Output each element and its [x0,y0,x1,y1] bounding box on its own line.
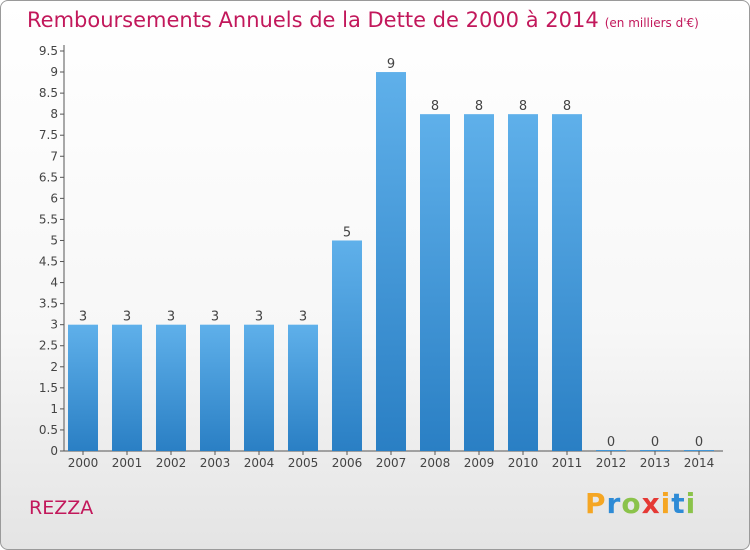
y-tick-label: 7.5 [39,128,58,142]
commune-label: REZZA [29,497,94,519]
y-tick-label: 3 [50,318,58,332]
data-label: 8 [519,99,527,114]
bar [464,114,494,451]
bar [200,324,230,451]
y-tick-label: 3.5 [39,297,58,311]
chart-title-text: Remboursements Annuels de la Dette de 20… [27,8,599,32]
y-tick-label: 7 [50,149,58,163]
x-tick-label: 2013 [640,456,671,470]
y-tick-label: 0 [50,444,58,458]
y-tick-label: 6.5 [39,170,58,184]
data-label: 3 [123,310,131,325]
bar [552,114,582,451]
x-tick-label: 2002 [156,456,187,470]
data-label: 3 [167,310,175,325]
data-label: 3 [79,310,87,325]
bar [68,324,98,451]
y-tick-label: 8.5 [39,86,58,100]
data-label: 3 [299,310,307,325]
bar [640,450,670,451]
bar [156,324,186,451]
bar [244,324,274,451]
logo-letter: P [585,487,607,520]
bar [112,324,142,451]
y-tick-label: 4.5 [39,255,58,269]
y-tick-label: 9 [50,65,58,79]
y-tick-label: 4 [50,276,58,290]
data-label: 0 [651,435,659,450]
bar [376,72,406,451]
y-tick-label: 1.5 [39,381,58,395]
x-tick-label: 2006 [332,456,363,470]
y-tick-label: 8 [50,107,58,121]
y-tick-label: 1 [50,402,58,416]
x-tick-label: 2012 [596,456,627,470]
logo-letter: o [621,487,642,520]
y-tick-label: 2 [50,360,58,374]
bar [332,240,362,451]
x-tick-label: 2003 [200,456,231,470]
x-tick-label: 2008 [420,456,451,470]
data-label: 8 [475,99,483,114]
x-tick-label: 2001 [112,456,143,470]
y-tick-label: 0.5 [39,423,58,437]
y-tick-label: 5.5 [39,212,58,226]
data-label: 5 [343,225,351,240]
logo-letter: t [671,487,686,520]
x-tick-label: 2009 [464,456,495,470]
x-tick-label: 2011 [552,456,583,470]
bar [508,114,538,451]
chart-subtitle: (en milliers d'€) [604,16,699,30]
data-label: 0 [607,435,615,450]
logo-letter: i [685,487,697,520]
data-label: 8 [431,99,439,114]
chart-title: Remboursements Annuels de la Dette de 20… [27,8,699,32]
x-tick-label: 2004 [244,456,275,470]
bar [596,450,626,451]
proxiti-logo: Proxiti [585,487,696,520]
y-tick-label: 2.5 [39,339,58,353]
data-label: 0 [695,435,703,450]
y-tick-label: 6 [50,191,58,205]
bar [288,324,318,451]
logo-letter: i [660,487,672,520]
bar [420,114,450,451]
y-tick-label: 9.5 [39,44,58,58]
logo-letter: x [641,487,661,520]
x-tick-label: 2010 [508,456,539,470]
y-tick-label: 5 [50,233,58,247]
data-label: 9 [387,57,395,72]
x-tick-label: 2005 [288,456,319,470]
data-label: 3 [211,310,219,325]
data-label: 3 [255,310,263,325]
data-label: 8 [563,99,571,114]
x-tick-label: 2007 [376,456,407,470]
logo-letter: r [606,487,622,520]
bar [684,450,714,451]
x-tick-label: 2000 [68,456,99,470]
x-tick-label: 2014 [684,456,715,470]
